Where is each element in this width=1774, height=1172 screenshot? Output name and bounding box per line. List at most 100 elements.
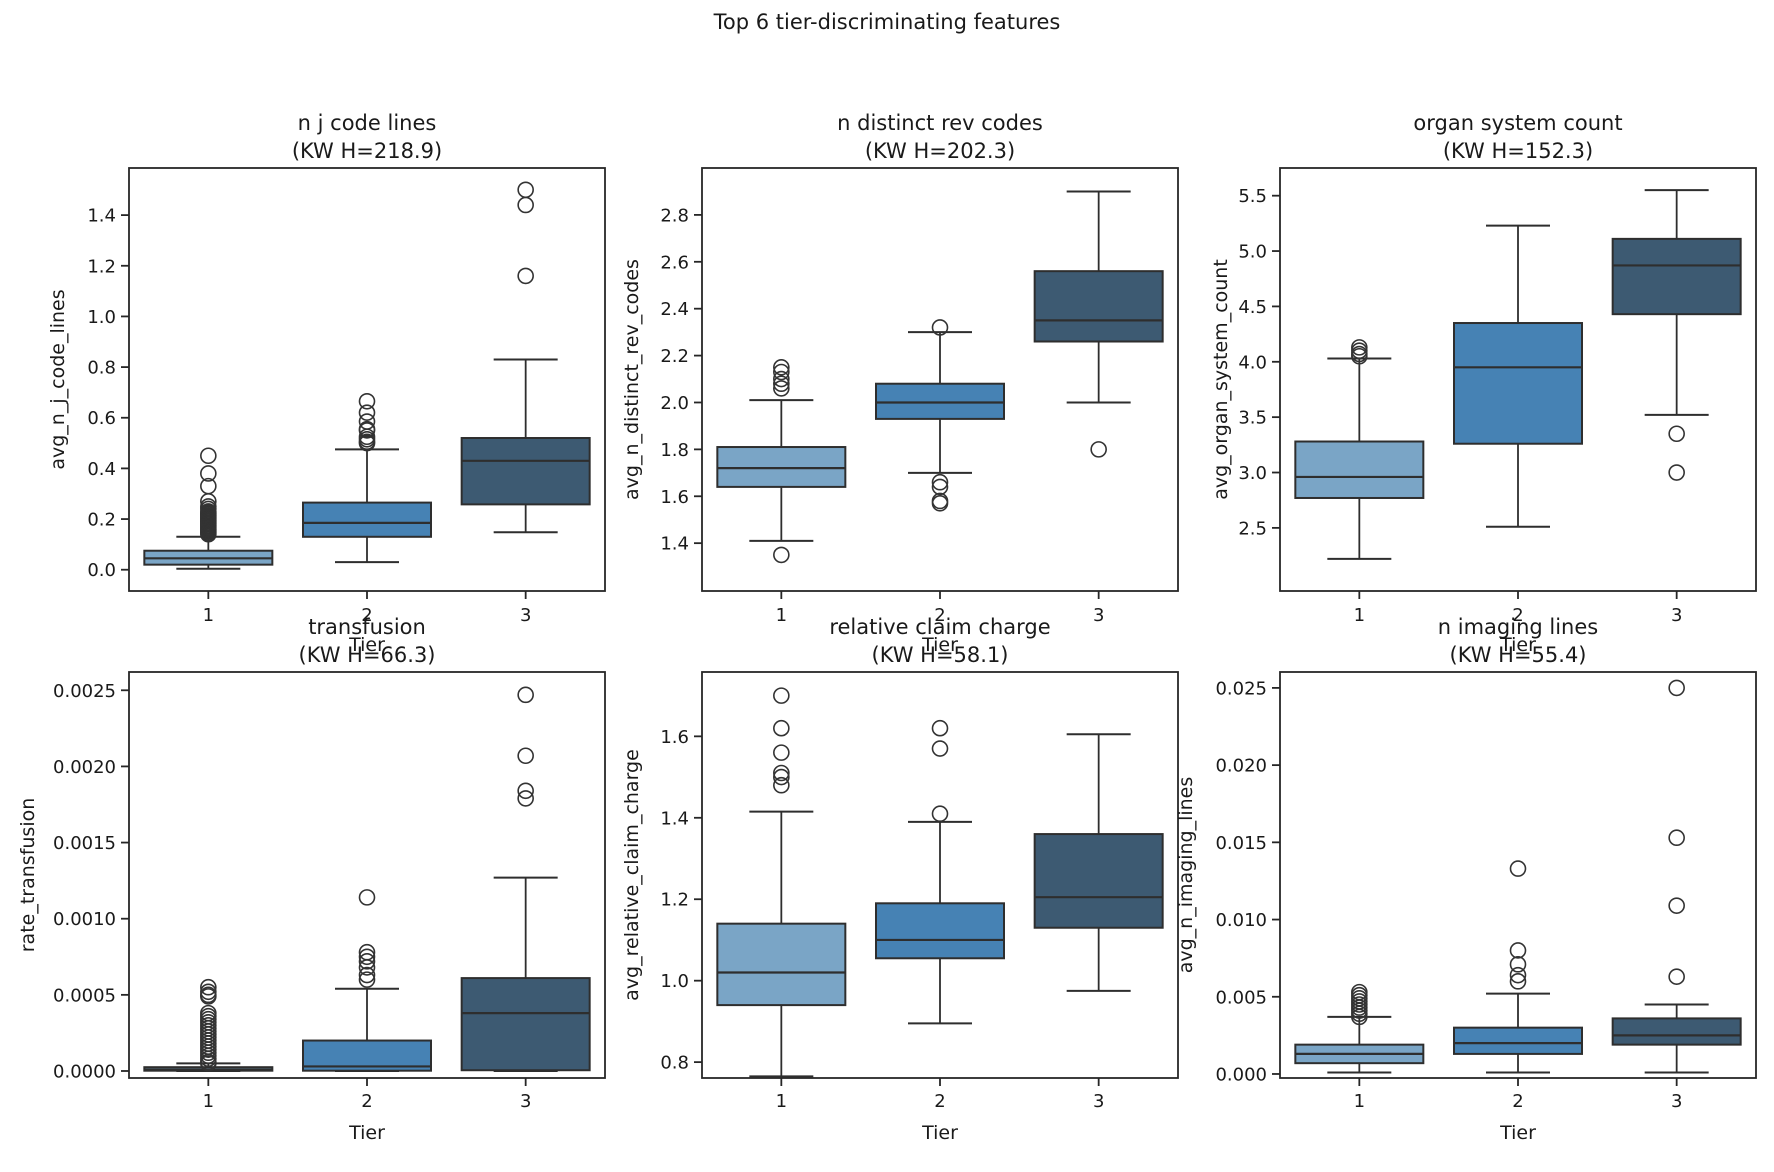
outlier-point: [1668, 829, 1685, 847]
x-tick-label: 3: [1093, 1091, 1104, 1112]
outlier-point: [931, 473, 949, 491]
iqr-box: [875, 382, 1005, 420]
outlier-point: [200, 978, 217, 996]
box-tier-3: [1033, 190, 1164, 458]
subplot-n-imaging-lines: n imaging lines (KW H=55.4) 0.000 0.005 0.01…: [1175, 615, 1757, 1144]
iqr-box: [1033, 833, 1164, 929]
outlier-point: [200, 465, 217, 482]
subplot-relative-claim-charge: relative claim charge (KW H=58.1) 0.8 1.0 1.…: [621, 615, 1179, 1144]
outlier-point: [517, 790, 534, 807]
outlier-point: [517, 782, 534, 800]
subplot-kw-subtitle: (KW H=152.3): [1443, 139, 1593, 163]
iqr-box: [460, 437, 591, 506]
subplot-transfusion: transfusion (KW H=66.3) 0.0000 0.0005 0.0010…: [17, 615, 606, 1144]
outlier-point: [358, 971, 376, 988]
outlier-point: [517, 196, 534, 214]
subplot-n-distinct-rev-codes: n distinct rev codes (KW H=202.3) 1.4 1.6 1.…: [621, 111, 1179, 656]
iqr-box: [302, 501, 432, 538]
outlier-point: [773, 776, 790, 794]
outlier-point: [358, 413, 376, 430]
box-tier-1: [143, 447, 274, 570]
y-tick-label: 0.0: [87, 560, 116, 581]
x-axis-label: Tier: [1499, 1122, 1536, 1144]
outlier-point: [773, 744, 790, 761]
outlier-point: [931, 719, 949, 737]
iqr-box: [875, 902, 1005, 960]
subplot-title: organ system count: [1413, 111, 1622, 135]
y-tick-label: 2.5: [1238, 518, 1267, 539]
y-tick-label: 1.4: [660, 808, 689, 829]
y-tick-label: 5.5: [1238, 186, 1267, 207]
box-tier-1: [143, 978, 274, 1072]
outlier-point: [200, 983, 217, 1001]
outlier-point: [1509, 956, 1527, 973]
x-tick-label: 1: [776, 605, 787, 626]
x-axis-label: Tier: [921, 634, 958, 656]
y-axis-label: avg_n_imaging_lines: [1175, 777, 1197, 974]
y-tick-label: 0.025: [1215, 678, 1267, 699]
x-tick-label: 2: [934, 605, 945, 626]
subplot-title: relative claim charge: [829, 615, 1050, 639]
y-tick-label: 0.2: [87, 510, 116, 531]
outlier-point: [517, 686, 534, 704]
outlier-point: [773, 370, 790, 388]
y-tick-label: 0.0020: [53, 757, 116, 778]
y-tick-label: 1.8: [660, 440, 689, 461]
box-tier-3: [1611, 679, 1742, 1074]
y-tick-label: 2.6: [660, 252, 689, 273]
y-tick-label: 2.0: [660, 393, 689, 414]
outlier-point: [931, 478, 949, 496]
subplot-kw-subtitle: (KW H=202.3): [865, 139, 1015, 163]
outlier-point: [931, 805, 949, 823]
x-axis-label: Tier: [348, 1122, 385, 1144]
iqr-box: [1033, 270, 1164, 343]
y-tick-label: 1.6: [660, 487, 689, 508]
outlier-point: [1668, 897, 1685, 914]
subplot-kw-subtitle: (KW H=55.4): [1450, 643, 1587, 667]
outlier-point: [1668, 679, 1685, 697]
y-tick-label: 2.4: [660, 299, 689, 320]
outlier-point: [1509, 942, 1527, 959]
subplot-title: n distinct rev codes: [837, 111, 1043, 135]
y-axis-label: avg_relative_claim_charge: [621, 749, 643, 1001]
x-tick-label: 3: [520, 605, 531, 626]
axes-frame: [128, 671, 606, 1079]
y-axis-label: avg_n_distinct_rev_codes: [621, 259, 643, 500]
outlier-point: [1351, 339, 1368, 356]
box-tier-2: [1453, 224, 1583, 528]
outlier-point: [773, 363, 790, 381]
y-tick-label: 2.2: [660, 346, 689, 367]
iqr-box: [1453, 1026, 1583, 1055]
box-tier-2: [1453, 860, 1583, 1074]
outlier-point: [358, 948, 376, 966]
y-tick-label: 0.010: [1215, 910, 1267, 931]
box-tier-1: [716, 687, 847, 1078]
y-tick-label: 0.005: [1215, 987, 1267, 1008]
box-tier-2: [302, 889, 432, 1072]
outlier-point: [517, 747, 534, 765]
subplot-kw-subtitle: (KW H=218.9): [292, 139, 442, 163]
outlier-point: [358, 943, 376, 961]
outlier-point: [517, 267, 534, 285]
y-tick-label: 1.0: [660, 971, 689, 992]
outlier-point: [1668, 968, 1685, 985]
outlier-point: [773, 359, 790, 376]
box-tier-3: [1033, 733, 1164, 992]
outlier-point: [1351, 983, 1368, 1001]
outlier-point: [931, 492, 949, 510]
box-tier-2: [875, 319, 1005, 512]
box-tier-3: [1611, 189, 1742, 481]
box-tier-1: [1294, 339, 1425, 560]
outlier-point: [358, 966, 376, 984]
x-tick-label: 1: [1354, 605, 1365, 626]
x-tick-label: 2: [1512, 605, 1523, 626]
y-axis-label: rate_transfusion: [17, 798, 39, 953]
outlier-point: [1668, 425, 1685, 443]
x-tick-label: 1: [1354, 1091, 1365, 1112]
outlier-point: [931, 740, 949, 757]
y-axis-label: avg_n_j_code_lines: [47, 289, 69, 469]
iqr-box: [1294, 440, 1425, 499]
y-tick-label: 0.8: [87, 358, 116, 379]
box-tier-3: [460, 181, 591, 534]
axes-frame: [128, 167, 606, 592]
